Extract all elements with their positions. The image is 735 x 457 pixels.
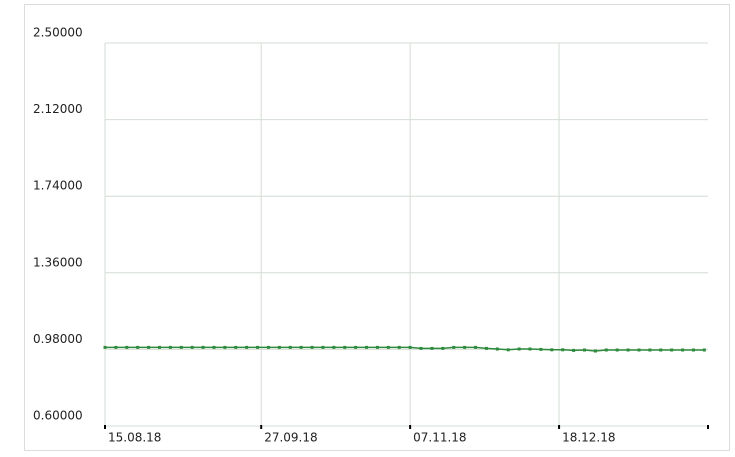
- data-point: [637, 348, 641, 352]
- y-tick-label: 0.98000: [33, 332, 83, 346]
- data-point: [223, 345, 227, 349]
- data-point: [441, 346, 445, 350]
- data-point: [430, 346, 434, 350]
- data-point: [299, 345, 303, 349]
- data-point: [463, 345, 467, 349]
- y-tick-label: 1.36000: [33, 255, 83, 269]
- data-point: [245, 345, 249, 349]
- data-point: [572, 348, 576, 352]
- data-point: [179, 345, 183, 349]
- y-tick-label: 1.74000: [33, 179, 83, 193]
- data-point: [114, 345, 118, 349]
- data-point: [365, 345, 369, 349]
- data-point: [408, 345, 412, 349]
- data-point: [234, 345, 238, 349]
- data-line: [105, 346, 705, 352]
- data-point: [343, 345, 347, 349]
- data-point: [484, 346, 488, 350]
- x-tick-label: 18.12.18: [562, 431, 615, 445]
- data-point: [321, 345, 325, 349]
- data-point: [212, 345, 216, 349]
- data-point: [648, 348, 652, 352]
- data-point: [190, 345, 194, 349]
- data-point: [419, 346, 423, 350]
- data-point: [125, 345, 129, 349]
- data-point: [702, 348, 706, 352]
- data-point: [288, 345, 292, 349]
- data-point: [201, 345, 205, 349]
- y-tick-label: 2.12000: [33, 102, 83, 116]
- x-tick-label: 27.09.18: [264, 431, 317, 445]
- data-point: [593, 349, 597, 353]
- data-point: [626, 348, 630, 352]
- y-tick-label: 2.50000: [33, 26, 83, 40]
- data-point: [168, 345, 172, 349]
- data-point: [582, 348, 586, 352]
- data-point: [375, 345, 379, 349]
- data-point: [354, 345, 358, 349]
- data-point: [310, 345, 314, 349]
- data-point: [539, 347, 543, 351]
- data-point: [659, 348, 663, 352]
- data-point: [277, 345, 281, 349]
- data-point: [615, 348, 619, 352]
- data-point: [332, 345, 336, 349]
- x-tick-label: 15.08.18: [108, 431, 161, 445]
- frame: [24, 4, 730, 451]
- data-point: [157, 345, 161, 349]
- data-point: [452, 345, 456, 349]
- data-point: [550, 348, 554, 352]
- data-point: [506, 348, 510, 352]
- data-point: [256, 345, 260, 349]
- data-point: [561, 348, 565, 352]
- data-point: [136, 345, 140, 349]
- data-point: [528, 347, 532, 351]
- data-point: [147, 345, 151, 349]
- data-point: [670, 348, 674, 352]
- data-point: [691, 348, 695, 352]
- data-point: [266, 345, 270, 349]
- data-point: [103, 345, 107, 349]
- y-tick-label: 0.60000: [33, 409, 83, 423]
- data-point: [474, 345, 478, 349]
- data-point: [681, 348, 685, 352]
- data-point: [604, 348, 608, 352]
- x-tick-label: 07.11.18: [413, 431, 466, 445]
- data-point: [386, 345, 390, 349]
- data-point: [495, 347, 499, 351]
- data-point: [397, 345, 401, 349]
- data-point: [517, 347, 521, 351]
